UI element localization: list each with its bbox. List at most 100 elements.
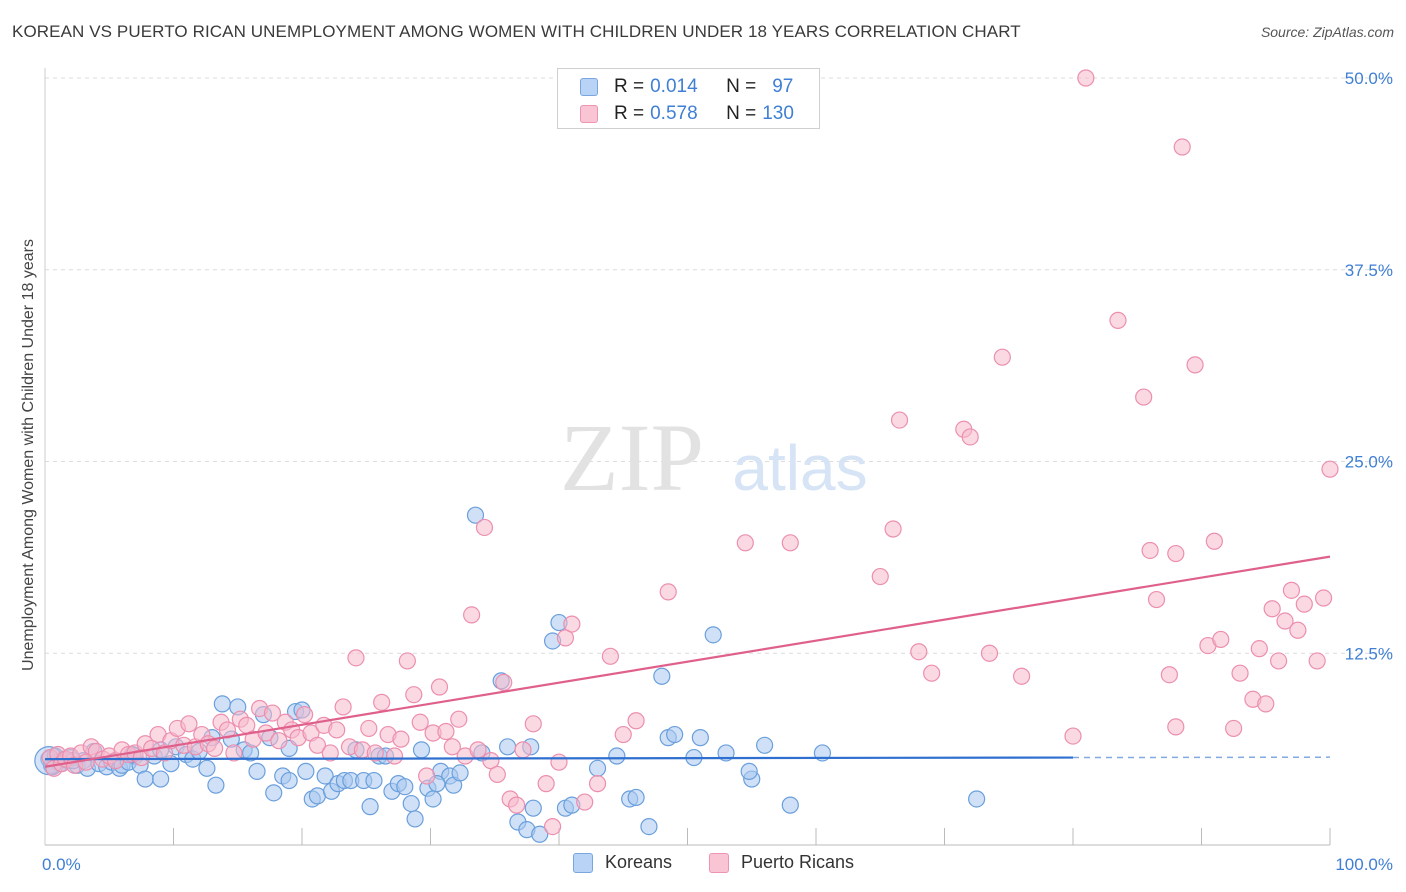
puerto-rican-point xyxy=(588,775,607,793)
puerto-rican-point xyxy=(556,629,575,647)
puerto-rican-point xyxy=(1147,590,1166,609)
puerto-rican-point xyxy=(263,704,282,722)
puerto-rican-point xyxy=(524,715,542,733)
puerto-rican-point xyxy=(430,678,449,696)
puerto-rican-point xyxy=(328,721,346,739)
puerto-rican-point xyxy=(1212,630,1230,649)
puerto-rican-point xyxy=(961,428,979,446)
puerto-rican-point xyxy=(563,615,581,633)
puerto-rican-point xyxy=(1109,311,1127,329)
watermark-atlas: atlas xyxy=(732,432,867,504)
puerto-rican-point xyxy=(206,739,224,757)
trend-lines xyxy=(44,555,1331,768)
korean-point xyxy=(640,817,658,836)
puerto-rican-point xyxy=(980,644,999,662)
puerto-rican-point xyxy=(1167,718,1185,736)
puerto-rican-point xyxy=(736,534,754,552)
puerto-rican-point xyxy=(627,712,645,730)
puerto-rican-point xyxy=(993,348,1011,366)
y-tick-label: 37.5% xyxy=(1345,261,1393,280)
korean-point xyxy=(666,725,684,744)
puerto-rican-point xyxy=(1012,667,1031,685)
legend-n-value: 130 xyxy=(762,103,794,124)
puerto-rican-point xyxy=(1231,664,1249,682)
series-legend: Koreans Puerto Ricans xyxy=(0,852,1406,876)
puerto-rican-point xyxy=(463,606,481,624)
korean-point xyxy=(704,626,722,644)
legend-item-puerto-ricans[interactable]: Puerto Ricans xyxy=(709,852,854,873)
korean-point xyxy=(499,738,517,756)
puerto-rican-point xyxy=(495,673,513,691)
puerto-rican-point xyxy=(443,738,461,756)
puerto-rican-point xyxy=(871,567,889,586)
puerto-rican-point xyxy=(1135,388,1153,406)
puerto-rican-point xyxy=(469,741,487,759)
korean-point xyxy=(740,762,758,780)
puerto-rican-point xyxy=(1263,600,1281,618)
watermark-zip: ZIP xyxy=(560,404,704,511)
puerto-rican-point xyxy=(910,643,928,661)
legend-n-value: 97 xyxy=(772,76,794,97)
puerto-rican-point xyxy=(270,732,288,750)
puerto-rican-point xyxy=(411,713,429,731)
y-tick-label: 50.0% xyxy=(1345,69,1393,88)
korean-point xyxy=(316,767,334,785)
puerto-rican-point xyxy=(1282,581,1301,599)
puerto-rican-point xyxy=(385,747,404,765)
puerto-rican-point xyxy=(1276,612,1294,630)
korean-point xyxy=(717,744,735,762)
legend-r-value: 0.014 xyxy=(650,76,698,97)
puerto-rican-point xyxy=(488,765,506,784)
korean-point xyxy=(412,741,431,759)
puerto-rican-point xyxy=(576,793,594,811)
legend-row-puerto-ricans: R = 0.578 N = 130 xyxy=(580,102,794,126)
puerto-rican-point xyxy=(295,706,314,724)
puerto-rican-point xyxy=(398,652,416,670)
chart-title: KOREAN VS PUERTO RICAN UNEMPLOYMENT AMON… xyxy=(12,22,1021,41)
puerto-rican-point xyxy=(450,710,468,728)
x-tick-label: 100.0% xyxy=(1335,855,1393,874)
puerto-rican-point xyxy=(475,518,494,537)
puerto-rican-point xyxy=(366,744,384,762)
puerto-rican-point xyxy=(482,752,500,770)
legend-n-label: N = xyxy=(726,103,757,124)
puerto-rican-point xyxy=(543,817,562,836)
puerto-rican-point xyxy=(1064,727,1082,745)
puerto-rican-point xyxy=(1250,640,1268,658)
korean-point xyxy=(361,798,379,816)
puerto-rican-point xyxy=(1141,541,1159,560)
puerto-ricans-swatch xyxy=(580,105,598,123)
puerto-rican-point xyxy=(360,719,378,738)
korean-point xyxy=(451,764,469,782)
korean-point xyxy=(531,825,549,843)
puerto-rican-point xyxy=(418,767,436,785)
korean-point xyxy=(396,778,414,796)
korean-point xyxy=(406,810,424,828)
puerto-rican-point xyxy=(405,686,423,704)
puerto-rican-point xyxy=(659,583,677,601)
korean-point xyxy=(608,747,626,765)
watermark: ZIP atlas xyxy=(560,404,868,511)
puerto-rican-point xyxy=(1225,719,1243,738)
puerto-rican-point xyxy=(923,664,941,682)
korean-point xyxy=(466,506,485,524)
puerto-rican-point xyxy=(1186,356,1204,374)
legend-item-koreans[interactable]: Koreans xyxy=(573,852,672,873)
korean-point xyxy=(402,794,420,813)
korean-point xyxy=(691,729,709,747)
korean-trend-line xyxy=(44,756,1074,761)
puerto-rican-point xyxy=(1173,138,1191,156)
legend-row-koreans: R = 0.014 N = 97 xyxy=(580,75,793,99)
korean-point xyxy=(524,799,542,817)
puerto-rican-point xyxy=(437,722,455,741)
gridlines xyxy=(45,77,1392,654)
puerto-rican-point xyxy=(507,796,526,814)
puerto-rican-point xyxy=(1160,666,1178,684)
puerto-rican-point xyxy=(890,411,909,429)
puerto-rican-point xyxy=(225,744,243,762)
puerto-rican-point xyxy=(1321,460,1339,478)
x-tick-label: 0.0% xyxy=(42,855,81,874)
legend-label-koreans: Koreans xyxy=(605,852,673,872)
puerto-rican-point xyxy=(1289,621,1307,639)
puerto-rican-trend-line xyxy=(44,555,1331,768)
